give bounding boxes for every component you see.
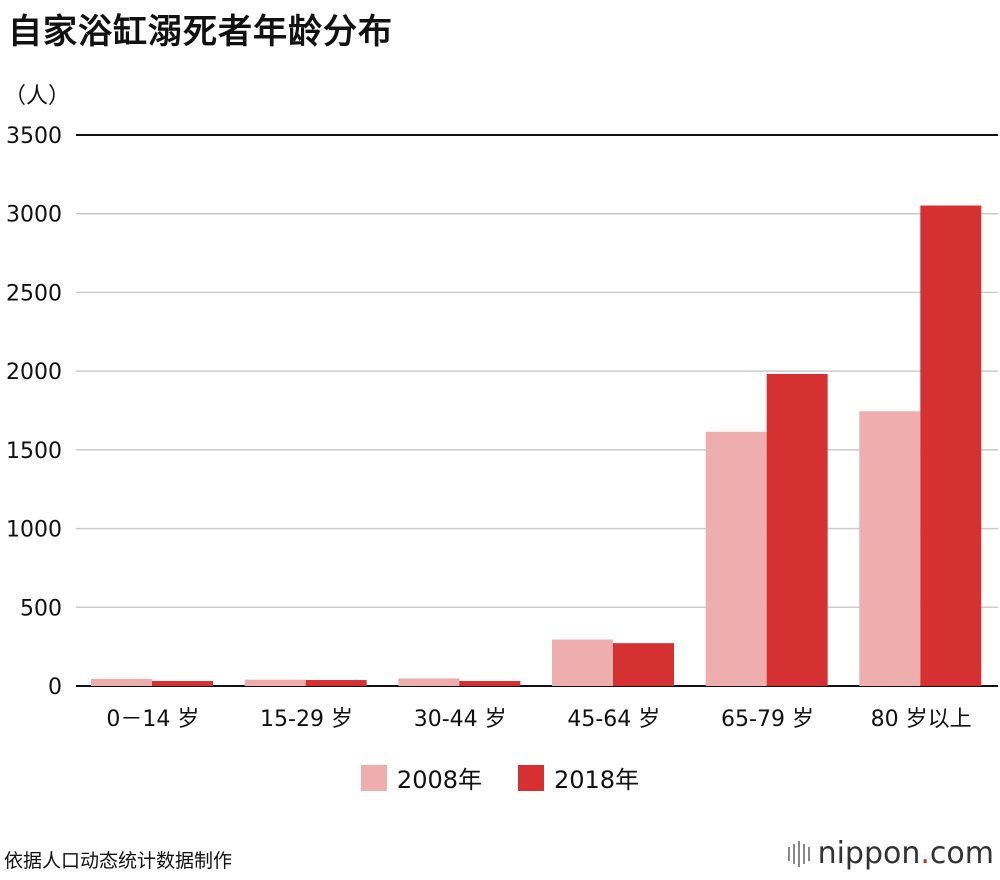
bar-2008 xyxy=(552,639,613,686)
legend-label-2008: 2008年 xyxy=(396,766,482,794)
bar-2008 xyxy=(398,678,460,686)
bar-2008 xyxy=(244,679,306,686)
bar-2018 xyxy=(920,205,982,686)
legend-swatch-2018 xyxy=(518,764,544,791)
y-tick-label: 1500 xyxy=(6,439,62,464)
legend-item-2008: 2008年 xyxy=(360,760,482,795)
y-axis-unit-label: （人） xyxy=(4,84,71,109)
x-category-label: 65-79 岁 xyxy=(721,707,814,732)
source-note: 依据人口动态统计数据制作 xyxy=(4,850,233,872)
logo-suffix: com xyxy=(929,836,994,871)
bar-2018 xyxy=(152,680,213,686)
bar-2018 xyxy=(613,643,674,686)
x-category-label: 45-64 岁 xyxy=(567,707,660,732)
bar-2018 xyxy=(459,680,521,686)
logo-name: nippon xyxy=(817,836,921,871)
nippon-logo[interactable]: nippon. com xyxy=(787,836,994,871)
x-category-label: 80 岁以上 xyxy=(871,707,972,732)
legend-swatch-2008 xyxy=(360,764,387,791)
legend-item-2018: 2018年 xyxy=(518,760,639,795)
bar-2018 xyxy=(305,680,367,686)
x-category-label: 15-29 岁 xyxy=(260,707,353,732)
x-category-label: 0－14 岁 xyxy=(106,707,199,732)
y-tick-label: 0 xyxy=(48,675,62,700)
bar-2008 xyxy=(91,678,152,686)
bar-2008 xyxy=(705,431,767,686)
y-tick-label: 2000 xyxy=(6,360,62,385)
legend-label-2018: 2018年 xyxy=(554,766,640,794)
chart-title: 自家浴缸溺死者年龄分布 xyxy=(8,12,393,52)
logo-bars-icon xyxy=(787,840,810,867)
y-tick-label: 500 xyxy=(20,596,62,621)
y-tick-label: 3000 xyxy=(6,203,62,228)
x-category-label: 30-44 岁 xyxy=(414,707,507,732)
chart-legend: 2008年 2018年 xyxy=(0,760,1000,795)
y-tick-label: 3500 xyxy=(6,124,62,149)
bar-2008 xyxy=(859,411,921,686)
y-tick-label: 2500 xyxy=(6,281,62,306)
y-tick-label: 1000 xyxy=(6,518,62,543)
logo-dot: . xyxy=(920,836,930,871)
bar-2018 xyxy=(766,373,828,686)
